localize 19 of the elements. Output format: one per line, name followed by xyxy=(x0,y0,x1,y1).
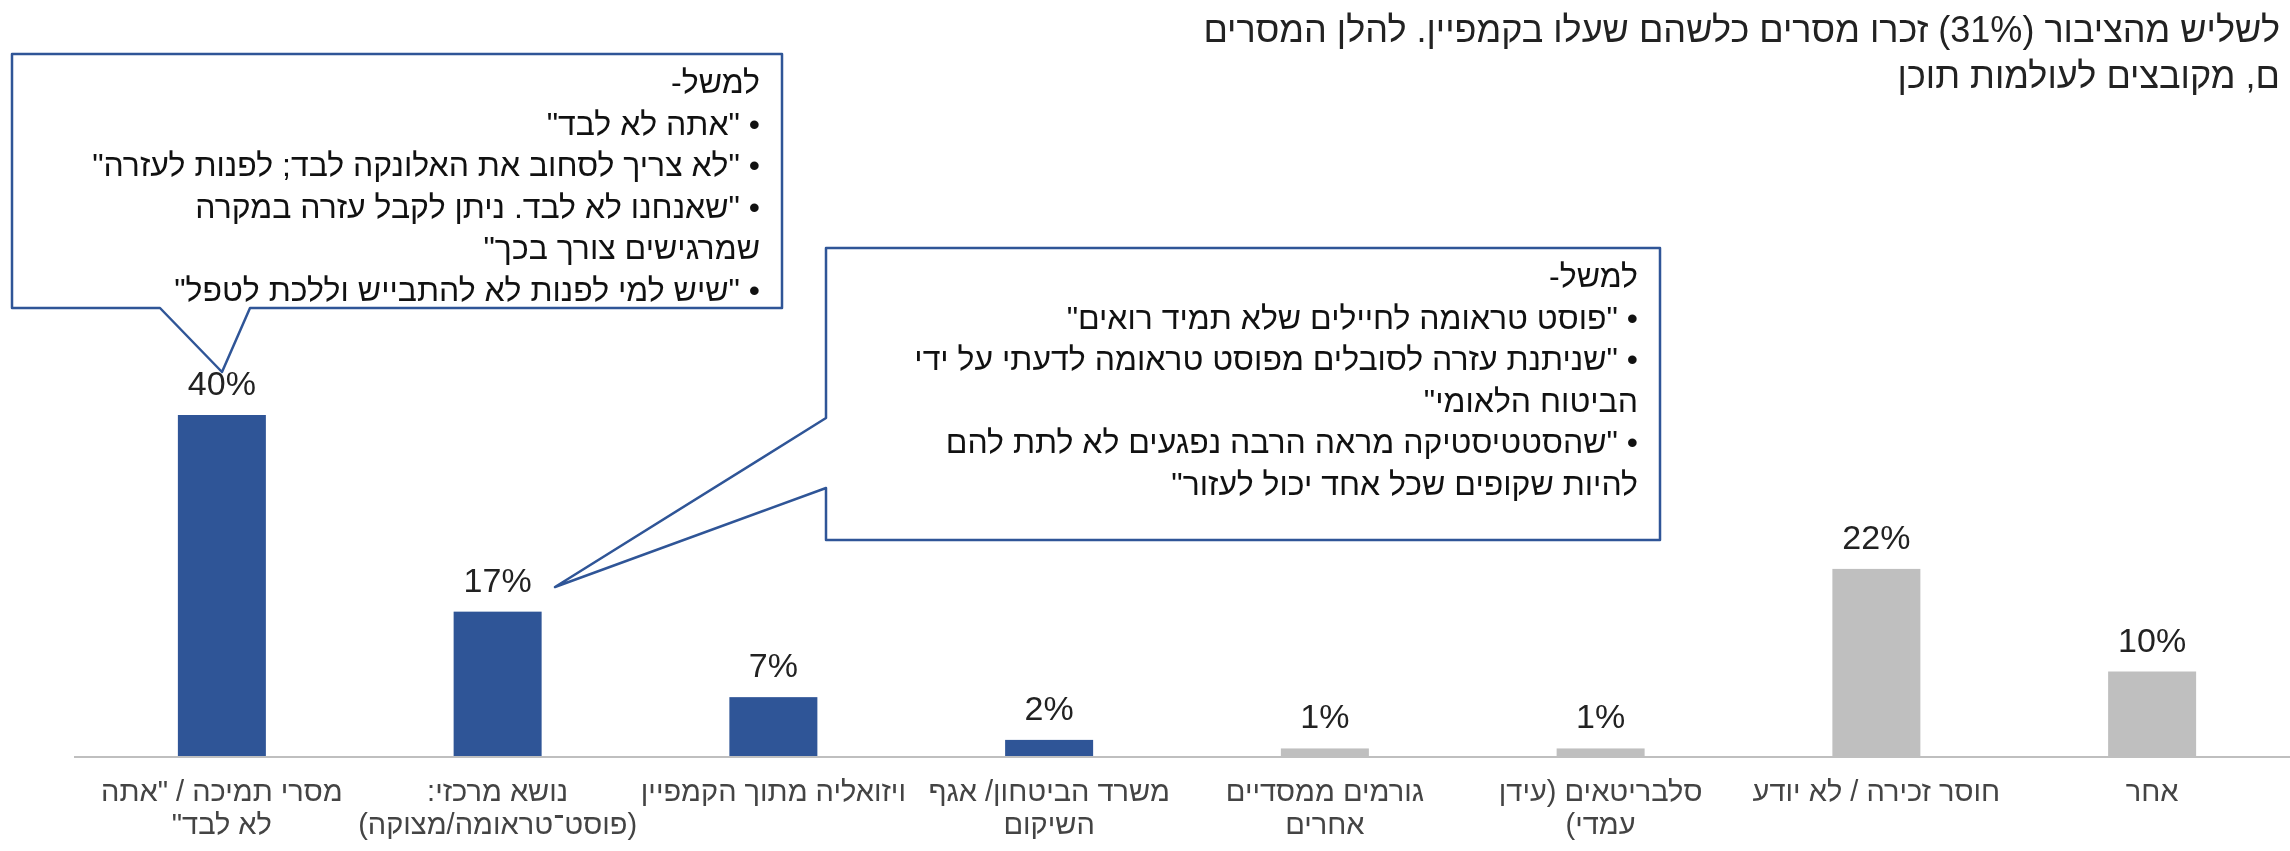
x-tick-label: משרד הביטחון/ אגף השיקום xyxy=(928,775,1170,842)
data-label: 7% xyxy=(748,646,798,686)
data-label: 1% xyxy=(1576,697,1626,737)
text: לשליש מהציבור (31%) זכרו מסרים כלשהם שעלו בקמפיין. להלן המסרים ם, מקובצים לעולמות תוכן xyxy=(1203,8,2280,98)
x-tick-label: חוסר זכירה / לא יודע xyxy=(1752,775,2001,809)
data-label: 2% xyxy=(1024,688,1074,728)
data-label: 17% xyxy=(463,560,532,600)
data-label: 1% xyxy=(1300,697,1350,737)
x-tick-label: גורמים ממסדיים אחרים xyxy=(1225,775,1424,842)
text: למשל- • "אתה לא לבד" • "לא צריך לסחוב את האלונקה לבד; לפנות לעזרה" • "שאנחנו לא לבד. ניתן לקבל עזרה במקרה שמרגישים צורך בכך" • "שיש למי לפנות לא להתבייש וללכת לטפל" xyxy=(91,63,760,310)
x-tick-label: אחר xyxy=(2125,775,2179,809)
x-tick-label: מסרי תמיכה / "אתה לא לבד" xyxy=(101,775,343,842)
data-label: 10% xyxy=(2118,620,2187,660)
data-label: 40% xyxy=(187,364,256,403)
x-tick-label: סלבריטאים (עידן עמדי) xyxy=(1498,775,1703,842)
x-tick-label: נושא מרכזי: (פוסט־טראומה/מצוקה) xyxy=(358,775,638,842)
annotation: למשל- • "פוסט טראומה לחיילים שלא תמיד רואים" • "שניתנת עזרה לסובלים מפוסט טראומה לדעתי על ידי הביטוח הלאומי" • "שהסטטיסטיקה מראה הרבה נפגעים לא לתת להם להיות שקופים שכל אחד יכול לעזור" xyxy=(913,257,1638,504)
data-label: 22% xyxy=(1842,517,1911,557)
x-tick-label: ויזואליה מתוך הקמפיין xyxy=(640,775,906,809)
